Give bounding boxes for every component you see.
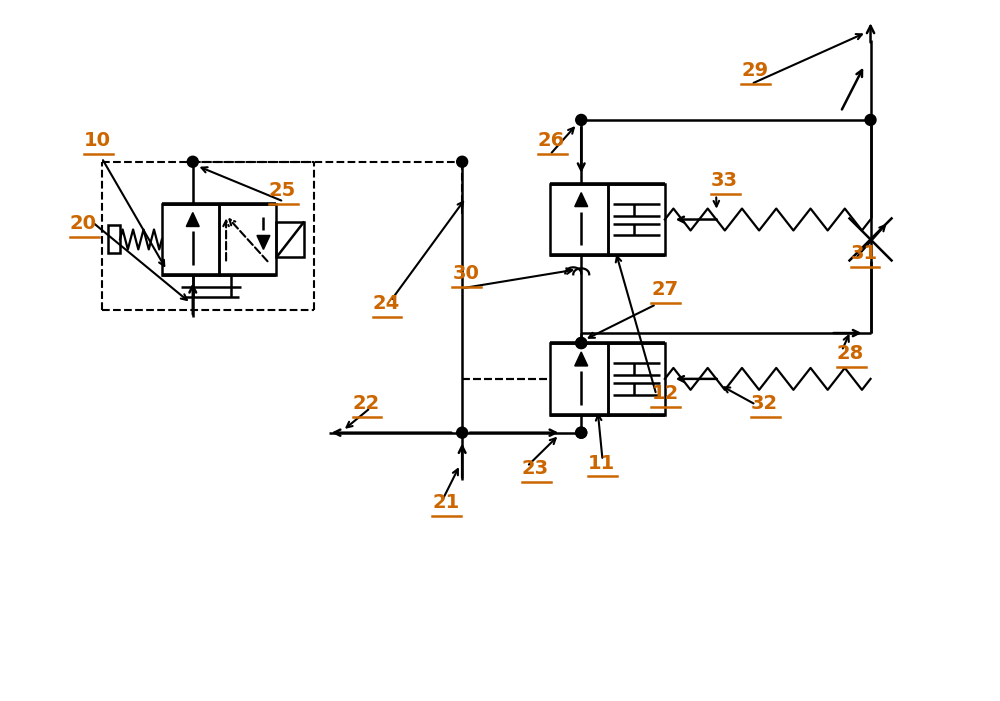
Bar (550, 343, 608, 415)
Bar (550, 184, 608, 255)
Bar (608, 184, 665, 255)
Text: 26: 26 (538, 131, 565, 150)
Circle shape (576, 338, 587, 348)
Text: 27: 27 (651, 280, 679, 299)
Text: 12: 12 (651, 383, 679, 403)
Circle shape (187, 156, 198, 168)
Polygon shape (575, 352, 588, 366)
Bar (219, 203, 276, 275)
Polygon shape (257, 236, 270, 250)
Circle shape (457, 156, 468, 168)
Text: 33: 33 (711, 170, 738, 190)
Text: 25: 25 (269, 181, 296, 200)
Bar (162, 203, 219, 275)
Text: 32: 32 (751, 394, 778, 413)
Polygon shape (186, 212, 199, 226)
Text: 30: 30 (452, 264, 479, 283)
Circle shape (457, 427, 468, 438)
Circle shape (576, 114, 587, 125)
Text: 10: 10 (84, 131, 111, 150)
Bar (276, 222, 304, 257)
Circle shape (576, 427, 587, 438)
Text: 23: 23 (522, 459, 549, 479)
Polygon shape (575, 193, 588, 207)
Bar (608, 343, 665, 415)
Circle shape (576, 427, 587, 438)
Text: 24: 24 (373, 294, 400, 313)
Text: 20: 20 (70, 215, 97, 233)
Circle shape (576, 338, 587, 348)
Bar (108, 226, 120, 253)
Text: 21: 21 (432, 494, 460, 512)
Text: 22: 22 (353, 394, 380, 413)
Text: 31: 31 (851, 245, 878, 264)
Circle shape (865, 114, 876, 125)
Text: 29: 29 (741, 61, 768, 80)
Text: 28: 28 (837, 344, 864, 363)
Text: 11: 11 (588, 454, 615, 472)
